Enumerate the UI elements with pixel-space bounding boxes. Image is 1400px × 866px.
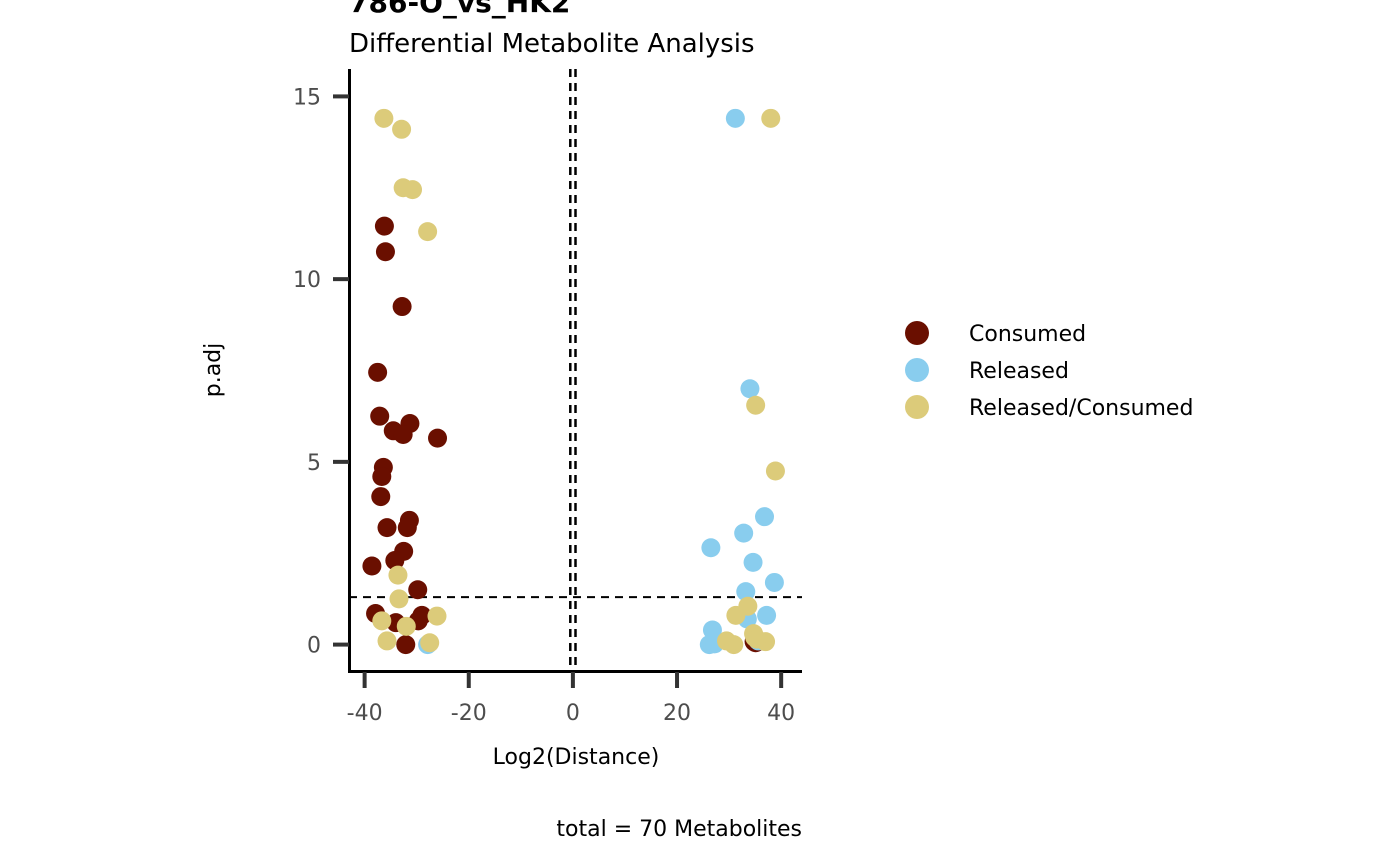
- point-released-consumed: [746, 395, 766, 415]
- x-tick-label: -20: [451, 701, 487, 726]
- y-tick-label: 10: [293, 268, 321, 293]
- x-tick-label: 0: [566, 701, 580, 726]
- point-consumed: [392, 297, 412, 317]
- legend-label-released-consumed: Released/Consumed: [969, 396, 1193, 421]
- point-released-consumed: [761, 108, 781, 128]
- y-axis-title: p.adj: [201, 343, 226, 398]
- point-released: [764, 572, 784, 592]
- point-released: [740, 379, 760, 399]
- point-consumed: [377, 518, 397, 538]
- point-released: [757, 605, 777, 625]
- point-released-consumed: [418, 222, 438, 242]
- point-released-consumed: [396, 616, 416, 636]
- legend-key-released-consumed: [905, 395, 929, 419]
- point-consumed: [408, 580, 428, 600]
- x-axis-title: Log2(Distance): [493, 745, 660, 770]
- point-released: [725, 108, 745, 128]
- legend-key-released: [905, 358, 929, 382]
- point-released-consumed: [738, 596, 758, 616]
- point-consumed: [374, 216, 394, 236]
- point-released: [734, 523, 754, 543]
- chart-subtitle: Differential Metabolite Analysis: [349, 29, 755, 59]
- point-released-consumed: [747, 629, 767, 649]
- point-consumed: [370, 406, 390, 426]
- y-tick-label: 15: [293, 85, 321, 110]
- point-released-consumed: [765, 461, 785, 481]
- point-released-consumed: [388, 565, 408, 585]
- point-released-consumed: [392, 119, 412, 139]
- point-released-consumed: [420, 633, 440, 653]
- point-released: [743, 552, 763, 572]
- plot-panel: 0 5 10 15 -40 -20 0 20 40: [293, 69, 802, 726]
- chart-title: 786-O_vs_HK2: [349, 0, 570, 19]
- y-tick-label: 5: [307, 451, 321, 476]
- point-released-consumed: [377, 631, 397, 651]
- point-consumed: [385, 551, 405, 571]
- point-consumed: [428, 428, 448, 448]
- point-released-consumed: [403, 180, 423, 200]
- point-consumed: [375, 242, 395, 262]
- x-tick-label: 40: [767, 701, 795, 726]
- legend-label-consumed: Consumed: [969, 322, 1086, 347]
- point-consumed: [371, 487, 391, 507]
- y-axis-ticks: 0 5 10 15: [293, 85, 349, 659]
- chart-caption: total = 70 Metabolites: [556, 817, 802, 842]
- point-released-consumed: [389, 589, 409, 609]
- data-points: [362, 108, 785, 655]
- point-consumed: [393, 424, 413, 444]
- point-consumed: [362, 556, 382, 576]
- reference-lines: [349, 69, 802, 672]
- point-released: [736, 582, 756, 602]
- legend: Consumed Released Released/Consumed: [905, 321, 1193, 421]
- point-released-consumed: [427, 606, 447, 626]
- point-consumed: [396, 635, 416, 655]
- legend-key-consumed: [905, 321, 929, 345]
- x-tick-label: 20: [663, 701, 691, 726]
- point-released-consumed: [724, 635, 744, 655]
- y-tick-label: 0: [307, 634, 321, 659]
- point-released-consumed: [372, 611, 392, 631]
- point-released: [701, 538, 721, 558]
- x-tick-label: -40: [347, 701, 383, 726]
- point-released: [702, 620, 722, 640]
- point-consumed: [397, 518, 417, 538]
- point-released: [755, 507, 775, 527]
- x-axis-ticks: -40 -20 0 20 40: [347, 672, 795, 726]
- point-consumed: [372, 466, 392, 486]
- point-consumed: [368, 362, 388, 382]
- legend-label-released: Released: [969, 359, 1069, 384]
- point-released-consumed: [374, 108, 394, 128]
